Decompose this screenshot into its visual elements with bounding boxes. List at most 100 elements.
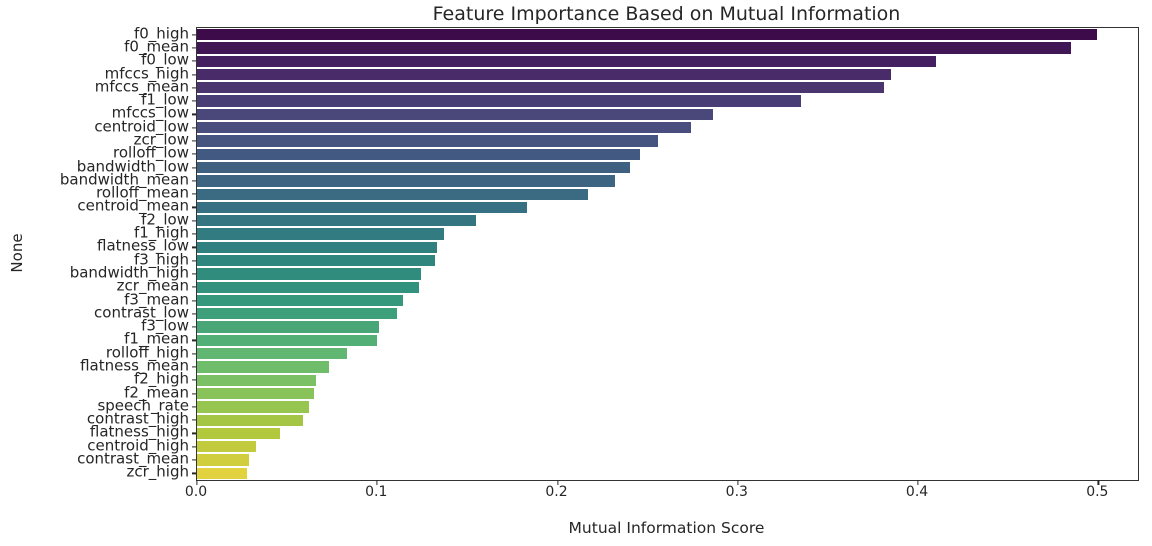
- y-tick-label: f3_mean: [124, 290, 189, 309]
- bar-bandwidth_mean: [197, 175, 616, 187]
- x-tick-label: 0.0: [184, 484, 208, 500]
- y-tick-label: f2_low: [141, 210, 189, 229]
- x-tick-label: 0.4: [905, 484, 929, 500]
- bar-bandwidth_low: [197, 161, 630, 174]
- y-tick-label: mfccs_low: [111, 103, 189, 122]
- y-tick-label: flatness_low: [97, 236, 189, 255]
- bar-flatness_mean: [197, 361, 329, 373]
- bar-f3_low: [197, 321, 380, 333]
- y-tick-mark: [191, 472, 196, 474]
- y-tick-mark: [191, 286, 196, 288]
- bar-centroid_mean: [197, 201, 527, 214]
- y-tick-mark: [191, 339, 196, 341]
- y-tick-label: f1_low: [141, 90, 189, 109]
- y-tick-mark: [191, 127, 196, 129]
- y-tick-mark: [191, 392, 196, 395]
- bar-rolloff_low: [197, 148, 641, 160]
- x-tick-mark: [1097, 480, 1099, 485]
- y-tick-mark: [191, 432, 196, 435]
- y-tick-mark: [191, 299, 196, 302]
- bar-mfccs_mean: [197, 82, 884, 94]
- y-tick-mark: [191, 153, 196, 155]
- bar-mfccs_high: [197, 68, 892, 81]
- y-tick-mark: [191, 313, 196, 315]
- y-tick-label: bandwidth_low: [76, 157, 189, 176]
- bar-mfccs_low: [197, 108, 713, 121]
- y-tick-mark: [191, 326, 196, 328]
- bar-rolloff_high: [197, 348, 347, 360]
- bar-f1_low: [197, 95, 801, 107]
- y-tick-label: f3_high: [133, 250, 189, 269]
- y-tick-mark: [191, 206, 196, 209]
- y-tick-mark: [191, 233, 196, 235]
- y-tick-mark: [191, 34, 196, 36]
- bar-f1_high: [197, 228, 444, 240]
- bar-flatness_high: [197, 427, 280, 440]
- x-axis-label: Mutual Information Score: [568, 519, 765, 537]
- x-tick-mark: [376, 480, 378, 485]
- x-tick-label: 0.3: [725, 484, 748, 500]
- y-tick-mark: [191, 166, 196, 169]
- x-tick-mark: [196, 480, 198, 485]
- y-tick-mark: [191, 379, 196, 381]
- y-tick-mark: [191, 353, 196, 355]
- y-tick-label: f1_mean: [124, 329, 189, 348]
- bar-zcr_high: [197, 467, 248, 479]
- bar-zcr_mean: [197, 281, 419, 293]
- y-tick-label: zcr_high: [126, 462, 190, 481]
- y-tick-label: centroid_low: [94, 117, 189, 136]
- y-tick-label: contrast_high: [86, 409, 189, 428]
- y-tick-mark: [191, 193, 196, 195]
- plot-area: [191, 27, 1139, 485]
- y-tick-label: f2_high: [133, 369, 189, 388]
- y-tick-label: f0_low: [141, 50, 189, 69]
- y-tick-label: bandwidth_high: [69, 263, 189, 282]
- y-tick-label: flatness_mean: [80, 356, 189, 375]
- y-tick-mark: [191, 73, 196, 76]
- y-tick-mark: [191, 260, 196, 262]
- y-tick-label: zcr_mean: [116, 276, 189, 295]
- y-tick-label: centroid_mean: [77, 196, 189, 215]
- y-tick-label: rolloff_low: [113, 143, 189, 162]
- bar-speech_rate: [197, 401, 309, 413]
- y-tick-label: contrast_low: [94, 303, 189, 322]
- bar-f0_mean: [197, 42, 1072, 54]
- bar-f3_high: [197, 255, 435, 267]
- y-tick-mark: [191, 366, 196, 368]
- x-tick-mark: [737, 480, 739, 485]
- y-tick-mark: [191, 60, 196, 62]
- chart-title: Feature Importance Based on Mutual Infor…: [432, 3, 901, 25]
- y-tick-label: zcr_low: [133, 130, 189, 149]
- y-tick-label: mfccs_mean: [94, 77, 189, 96]
- y-tick-mark: [191, 87, 196, 89]
- y-tick-mark: [191, 180, 196, 182]
- bar-f3_mean: [197, 294, 403, 307]
- y-tick-mark: [191, 446, 196, 448]
- x-tick-mark: [556, 480, 559, 485]
- bar-flatness_low: [197, 241, 437, 253]
- bar-f2_mean: [197, 387, 315, 400]
- bar-rolloff_mean: [197, 188, 589, 200]
- y-tick-mark: [191, 273, 196, 275]
- y-tick-mark: [191, 246, 196, 248]
- y-tick-label: contrast_mean: [77, 449, 189, 468]
- y-tick-label: rolloff_mean: [96, 183, 189, 202]
- x-tick-label: 0.5: [1086, 484, 1109, 500]
- y-tick-label: speech_rate: [97, 396, 189, 415]
- y-tick-mark: [191, 47, 196, 49]
- bar-f2_high: [197, 374, 316, 386]
- bar-contrast_high: [197, 414, 304, 426]
- y-tick-mark: [191, 220, 196, 222]
- y-tick-label: f3_low: [141, 316, 189, 335]
- y-tick-labels: f0_high f0_mean f0_low mfccs_high mfccs_mean…: [0, 26, 190, 481]
- y-tick-label: rolloff_high: [105, 343, 189, 362]
- y-tick-mark: [191, 100, 196, 102]
- bar-zcr_low: [197, 135, 659, 147]
- y-tick-label: bandwidth_mean: [59, 170, 189, 189]
- y-tick-mark: [191, 406, 196, 408]
- bar-contrast_low: [197, 308, 398, 320]
- bar-f0_high: [197, 29, 1097, 41]
- x-tick-label: 0.2: [545, 484, 568, 500]
- x-tick-labels: 0.0 0.1 0.2 0.3 0.4 0.5: [185, 484, 1137, 502]
